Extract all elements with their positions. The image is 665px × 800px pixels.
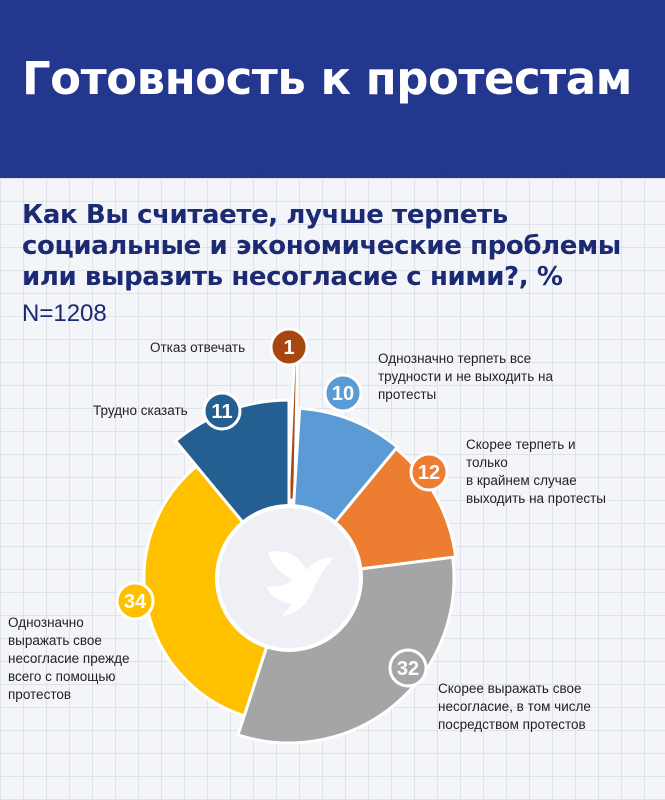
label-definitely-tolerate: Однозначно терпеть все трудности и не вы…: [378, 350, 553, 404]
question-title: Как Вы считаете, лучше терпеть социальны…: [22, 200, 621, 292]
label-line: Однозначно: [8, 615, 84, 630]
label-line: Скорее терпеть и: [466, 437, 576, 452]
label-line: протесты: [378, 387, 437, 402]
data-label: 12: [418, 462, 440, 484]
data-label: 1: [283, 337, 294, 359]
label-definitely-express: Однозначно выражать свое несогласие преж…: [8, 614, 130, 704]
label-line: трудности и не выходить на: [378, 369, 553, 384]
label-line: выходить на протесты: [466, 491, 606, 506]
data-label: 32: [397, 658, 419, 680]
label-hard-to-say: Трудно сказать: [93, 403, 188, 418]
dove-icon: [266, 550, 334, 616]
label-line: всего с помощью: [8, 669, 116, 684]
value-badge: [388, 648, 428, 688]
label-line: протестов: [8, 687, 72, 702]
sample-size: N=1208: [22, 300, 107, 327]
data-label: 11: [211, 401, 232, 423]
label-line: несогласие прежде: [8, 651, 130, 666]
label-refuse: Отказ отвечать: [150, 340, 246, 355]
label-line: несогласие, в том числе: [438, 699, 591, 714]
label-line: только: [466, 455, 508, 470]
label-line: Однозначно терпеть все: [378, 351, 532, 366]
label-rather-express: Скорее выражать свое несогласие, в том ч…: [438, 680, 591, 734]
value-badge: [115, 581, 155, 621]
torn-paper-edge: [0, 150, 665, 183]
header-banner: Готовность к протестам: [0, 0, 665, 178]
label-line: в крайнем случае: [466, 473, 577, 488]
data-label: 10: [332, 383, 354, 405]
value-badge: [409, 452, 449, 492]
page-title: Готовность к протестам: [22, 52, 632, 105]
value-badge: [202, 391, 242, 431]
value-badge: [323, 373, 363, 413]
label-rather-tolerate: Скорее терпеть и только в крайнем случае…: [466, 436, 606, 508]
value-badge: [269, 327, 309, 367]
label-line: выражать свое: [8, 633, 102, 648]
data-label: 34: [124, 591, 147, 613]
label-line: Скорее выражать свое: [438, 681, 582, 696]
label-line: посредством протестов: [438, 717, 586, 732]
